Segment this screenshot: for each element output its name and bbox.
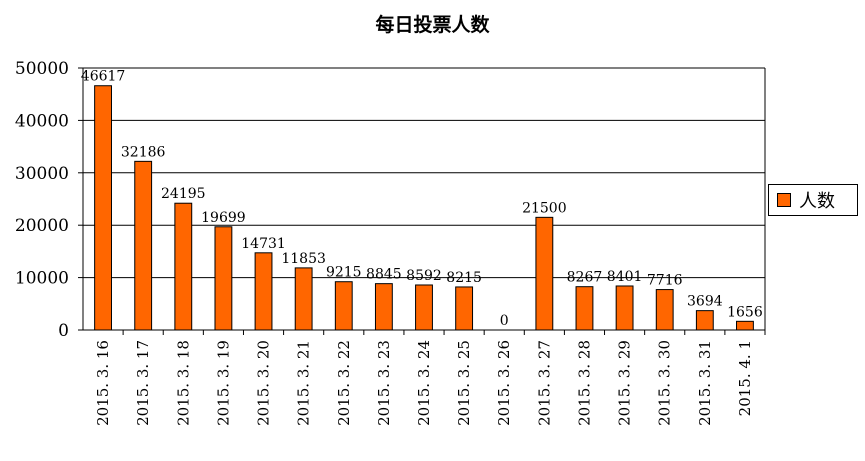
axes (78, 67, 766, 335)
bar (415, 284, 433, 331)
x-tick-label: 2015. 3. 17 (134, 340, 152, 426)
x-tick-label: 2015. 3. 24 (415, 340, 433, 426)
legend-swatch (777, 193, 791, 207)
x-tick-label: 2015. 3. 18 (174, 340, 192, 426)
data-label: 0 (500, 313, 509, 329)
bar (214, 226, 233, 331)
data-label: 9215 (326, 265, 362, 281)
bar (655, 289, 674, 331)
data-label: 3694 (687, 294, 723, 310)
bar (94, 85, 112, 331)
x-tick-label: 2015. 3. 31 (696, 340, 714, 426)
bar (736, 320, 754, 331)
bars (94, 85, 754, 331)
data-label: 14731 (241, 236, 286, 252)
y-tick-label: 30000 (15, 164, 69, 184)
labels: 0 10000 20000 30000 40000 50000 46617 2015. 3. … (15, 59, 763, 426)
legend: 人数 (768, 184, 858, 216)
x-tick-label: 2015. 3. 20 (255, 340, 273, 426)
bar (455, 286, 474, 331)
data-label: 1656 (727, 304, 763, 320)
bar (134, 160, 153, 331)
bar (254, 252, 273, 331)
data-label: 32186 (121, 144, 166, 160)
y-tick-label: 0 (58, 321, 69, 341)
x-tick-label: 2015. 4. 1 (736, 340, 754, 416)
bar (374, 283, 393, 331)
y-tick-label: 10000 (15, 269, 69, 289)
x-tick-label: 2015. 3. 22 (335, 340, 353, 426)
x-tick-label: 2015. 3. 16 (94, 340, 112, 426)
y-tick-label: 20000 (15, 216, 69, 236)
bar (535, 216, 554, 331)
y-tick-label: 40000 (15, 111, 69, 131)
legend-label: 人数 (799, 191, 835, 212)
x-tick-label: 2015. 3. 27 (535, 340, 553, 426)
data-label: 8267 (567, 270, 603, 286)
x-tick-label: 2015. 3. 26 (495, 340, 513, 426)
gridlines (83, 67, 765, 279)
x-tick-label: 2015. 3. 25 (455, 340, 473, 426)
bar (334, 281, 353, 331)
data-label: 8401 (607, 269, 643, 285)
data-label: 21500 (522, 200, 567, 216)
data-label: 8845 (366, 267, 402, 283)
data-label: 7716 (647, 273, 683, 289)
data-label: 11853 (281, 251, 326, 267)
data-label: 8592 (406, 268, 442, 284)
bar (575, 286, 594, 331)
bar (695, 310, 714, 331)
data-label: 24195 (161, 186, 206, 202)
x-tick-label: 2015. 3. 29 (616, 340, 634, 426)
bar (294, 267, 313, 331)
bar (174, 202, 193, 331)
y-tick-label: 50000 (15, 59, 69, 79)
chart-title: 每日投票人数 (375, 14, 490, 36)
x-tick-label: 2015. 3. 19 (214, 340, 232, 426)
data-label: 46617 (81, 69, 126, 85)
x-tick-label: 2015. 3. 28 (575, 340, 593, 426)
bar (615, 285, 634, 331)
data-label: 19699 (201, 210, 246, 226)
x-tick-label: 2015. 3. 21 (295, 340, 313, 426)
x-tick-label: 2015. 3. 23 (375, 340, 393, 426)
data-label: 8215 (446, 270, 482, 286)
x-tick-label: 2015. 3. 30 (656, 340, 674, 426)
